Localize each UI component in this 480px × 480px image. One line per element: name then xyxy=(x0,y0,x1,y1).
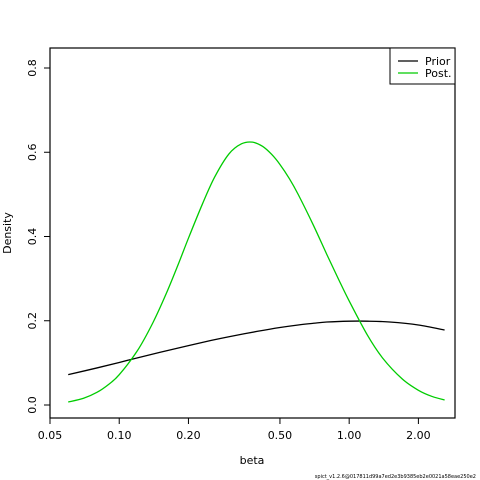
x-tick-label: 0.20 xyxy=(176,429,201,442)
series-layer xyxy=(68,141,445,403)
y-tick-label: 0.2 xyxy=(26,312,39,330)
legend-label: Prior xyxy=(425,55,451,68)
y-tick-label: 0.0 xyxy=(26,396,39,414)
axes: 0.05 0.10 0.20 0.50 1.00 2.00 0.0 0.2 0.4 0.6 0.8 xyxy=(26,59,431,442)
footnote: spict_v1.2.6@017811d99a7ed2e3b9385eb2e00… xyxy=(315,474,476,480)
x-tick-label: 1.00 xyxy=(337,429,362,442)
legend-box xyxy=(389,47,456,85)
x-tick-label: 0.05 xyxy=(38,429,63,442)
series-line-post xyxy=(68,141,445,403)
x-axis-label: beta xyxy=(240,454,265,467)
series-line-prior xyxy=(68,320,445,376)
plot-frame xyxy=(49,47,456,419)
legend-label: Post. xyxy=(425,67,452,80)
y-tick-label: 0.6 xyxy=(26,144,39,162)
y-tick-label: 0.4 xyxy=(26,228,39,246)
x-tick-label: 0.10 xyxy=(107,429,132,442)
x-tick-label: 0.50 xyxy=(268,429,293,442)
x-tick-label: 2.00 xyxy=(406,429,431,442)
y-axis-label: Density xyxy=(1,212,14,254)
y-tick-label: 0.8 xyxy=(26,59,39,77)
